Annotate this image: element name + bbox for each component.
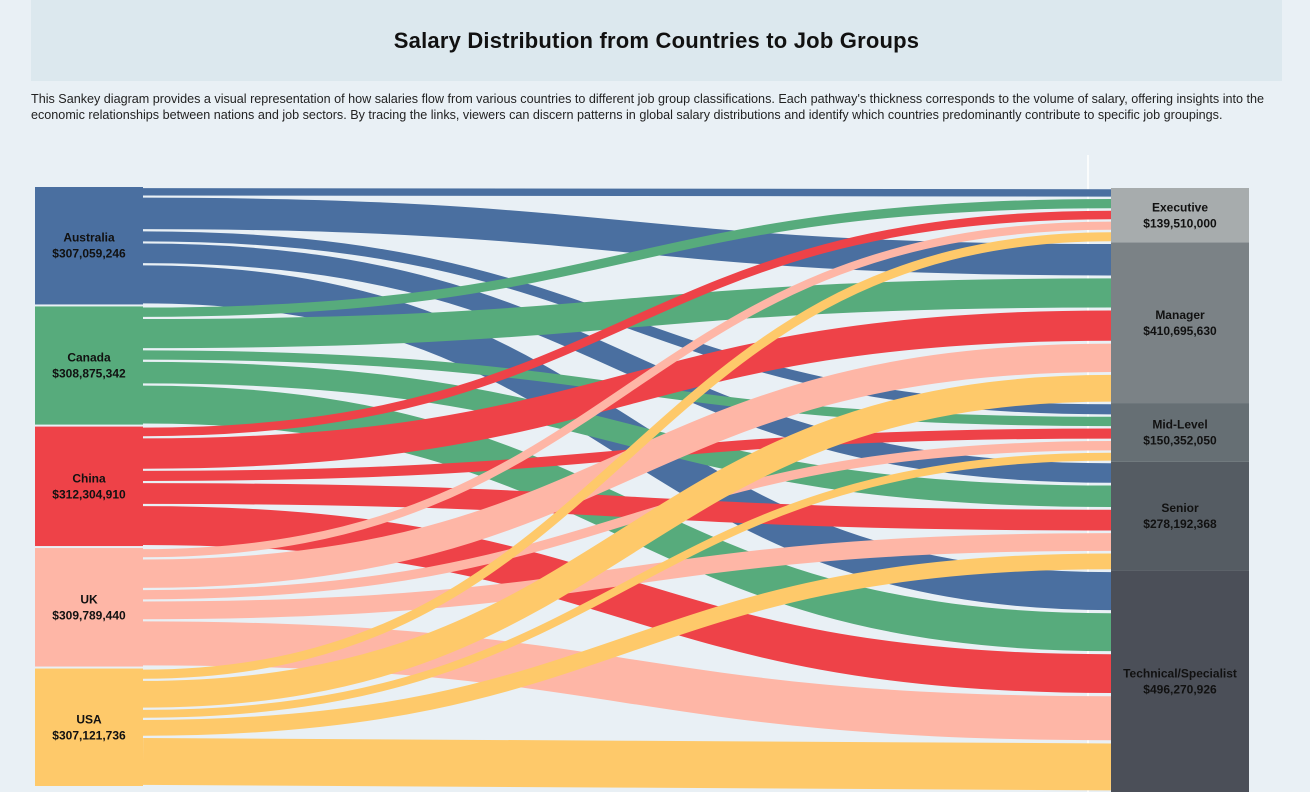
link-australia-to-manager[interactable]	[142, 197, 1112, 276]
node-bar-usa[interactable]	[35, 668, 143, 786]
node-value-executive: $139,510,000	[1143, 216, 1217, 230]
node-value-senior: $278,192,368	[1143, 517, 1217, 531]
node-executive[interactable]: Executive $139,510,000	[1111, 188, 1249, 243]
node-technical-specialist[interactable]: Technical/Specialist $496,270,926	[1111, 570, 1249, 792]
node-bar-uk[interactable]	[35, 548, 143, 667]
node-label-mid-level: Mid-Level	[1152, 417, 1207, 431]
node-value-australia: $307,059,246	[52, 247, 126, 261]
node-usa[interactable]: USA $307,121,736	[35, 668, 143, 786]
link-usa-to-technical-specialist[interactable]	[142, 737, 1112, 791]
node-bar-canada[interactable]	[35, 306, 143, 425]
link-china-to-senior[interactable]	[142, 483, 1112, 531]
link-usa-to-mid-level[interactable]	[142, 452, 1112, 718]
node-label-manager: Manager	[1155, 308, 1205, 322]
node-label-australia: Australia	[63, 231, 115, 245]
link-canada-to-executive[interactable]	[142, 198, 1112, 317]
node-label-canada: Canada	[67, 351, 111, 365]
chart-description: This Sankey diagram provides a visual re…	[31, 92, 1265, 122]
link-uk-to-manager[interactable]	[142, 343, 1112, 588]
link-australia-to-executive[interactable]	[142, 188, 1112, 197]
link-china-to-executive[interactable]	[142, 210, 1112, 437]
node-value-canada: $308,875,342	[52, 367, 126, 381]
node-bar-australia[interactable]	[35, 187, 143, 305]
node-bar-mid-level[interactable]	[1111, 403, 1249, 462]
node-bar-technical-specialist[interactable]	[1111, 570, 1249, 792]
link-usa-to-senior[interactable]	[142, 553, 1112, 736]
node-value-usa: $307,121,736	[52, 728, 126, 742]
link-canada-to-manager[interactable]	[142, 278, 1112, 349]
title-bar: Salary Distribution from Countries to Jo…	[31, 0, 1282, 81]
node-canada[interactable]: Canada $308,875,342	[35, 306, 143, 425]
page-title: Salary Distribution from Countries to Jo…	[393, 27, 920, 53]
node-label-usa: USA	[76, 712, 102, 726]
link-usa-to-manager[interactable]	[142, 374, 1112, 708]
node-value-uk: $309,789,440	[52, 608, 126, 622]
link-canada-to-senior[interactable]	[142, 361, 1112, 508]
node-label-uk: UK	[80, 592, 98, 606]
node-label-china: China	[72, 471, 106, 485]
node-australia[interactable]: Australia $307,059,246	[35, 187, 143, 305]
node-china[interactable]: China $312,304,910	[35, 426, 143, 547]
link-uk-to-executive[interactable]	[142, 221, 1112, 558]
nodes-layer: Australia$307,059,246Canada$308,875,342C…	[35, 187, 1249, 792]
node-uk[interactable]: UK $309,789,440	[35, 548, 143, 667]
node-label-technical-specialist: Technical/Specialist	[1123, 666, 1237, 680]
node-bar-china[interactable]	[35, 426, 143, 547]
node-value-manager: $410,695,630	[1143, 324, 1217, 338]
node-value-technical-specialist: $496,270,926	[1143, 682, 1217, 696]
node-bar-senior[interactable]	[1111, 461, 1249, 571]
links-layer	[142, 188, 1112, 791]
node-senior[interactable]: Senior $278,192,368	[1111, 461, 1249, 571]
node-value-china: $312,304,910	[52, 487, 126, 501]
node-mid-level[interactable]: Mid-Level $150,352,050	[1111, 403, 1249, 462]
link-uk-to-senior[interactable]	[142, 533, 1112, 620]
link-usa-to-executive[interactable]	[142, 232, 1112, 679]
link-uk-to-mid-level[interactable]	[142, 441, 1112, 600]
node-label-executive: Executive	[1152, 200, 1208, 214]
node-bar-executive[interactable]	[1111, 188, 1249, 243]
link-australia-to-senior[interactable]	[142, 243, 1112, 483]
node-value-mid-level: $150,352,050	[1143, 433, 1217, 447]
node-manager[interactable]: Manager $410,695,630	[1111, 242, 1249, 404]
node-label-senior: Senior	[1161, 501, 1199, 515]
node-bar-manager[interactable]	[1111, 242, 1249, 404]
